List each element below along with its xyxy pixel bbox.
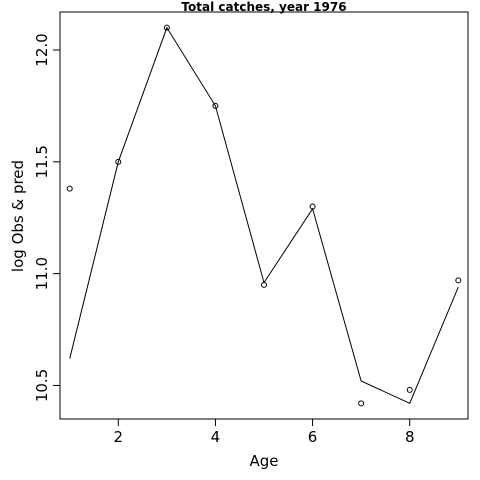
x-tick-label: 6 xyxy=(308,428,318,446)
obs-point xyxy=(358,400,365,407)
y-tick-label: 10.5 xyxy=(33,369,51,402)
y-axis-label: log Obs & pred xyxy=(9,160,27,272)
chart-title: Total catches, year 1976 xyxy=(181,0,346,14)
x-axis: 2 4 6 8 xyxy=(114,418,415,446)
y-tick-label: 11.5 xyxy=(33,145,51,178)
obs-point xyxy=(455,277,462,284)
obs-point xyxy=(212,102,219,109)
x-tick-label: 4 xyxy=(211,428,221,446)
obs-point xyxy=(115,158,122,165)
y-tick-label: 11.0 xyxy=(33,257,51,290)
series-layer xyxy=(66,24,462,407)
obs-point xyxy=(66,185,73,192)
x-tick-label: 8 xyxy=(405,428,415,446)
x-tick-label: 2 xyxy=(114,428,124,446)
y-axis: 10.5 11.0 11.5 12.0 xyxy=(33,33,61,402)
plot-frame xyxy=(59,11,469,420)
y-tick-label: 12.0 xyxy=(33,33,51,66)
x-axis-label: Age xyxy=(249,452,278,470)
obs-point xyxy=(163,24,170,31)
pred-line xyxy=(69,26,459,405)
obs-point xyxy=(406,386,413,393)
